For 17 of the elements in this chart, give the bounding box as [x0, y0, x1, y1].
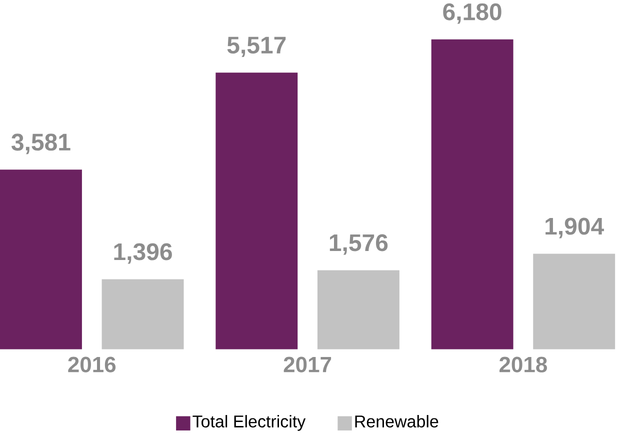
- bar: [431, 39, 514, 350]
- legend-label: Renewable: [355, 415, 438, 428]
- bar: [533, 254, 616, 350]
- data-label: 1,396: [114, 243, 172, 264]
- data-label: 1,576: [330, 234, 388, 255]
- data-label: 5,517: [227, 36, 286, 58]
- bar: [216, 72, 298, 350]
- data-label: 3,581: [11, 134, 70, 154]
- bar: [0, 170, 82, 350]
- legend-label: Total Electricity: [192, 415, 306, 431]
- bar: [102, 279, 184, 350]
- data-label: 1,904: [546, 218, 604, 238]
- bar: [317, 270, 400, 350]
- x-tick-label: 2016: [68, 356, 116, 372]
- x-tick-label: 2018: [499, 356, 547, 372]
- data-label: 6,180: [443, 3, 502, 24]
- x-tick-label: 2017: [284, 356, 332, 372]
